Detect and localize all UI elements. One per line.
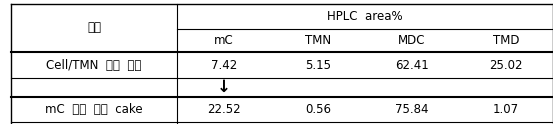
Text: 22.52: 22.52 <box>207 103 241 116</box>
Text: TMD: TMD <box>493 34 519 47</box>
Text: 75.84: 75.84 <box>395 103 429 116</box>
Text: 25.02: 25.02 <box>489 59 523 72</box>
Text: 7.42: 7.42 <box>211 59 237 72</box>
Text: 0.56: 0.56 <box>305 103 331 116</box>
Text: HPLC  area%: HPLC area% <box>327 10 403 23</box>
Text: 1.07: 1.07 <box>493 103 519 116</box>
Text: 구분: 구분 <box>87 21 101 34</box>
Text: ↓: ↓ <box>217 78 231 96</box>
Text: TMN: TMN <box>305 34 331 47</box>
Text: mC: mC <box>214 34 234 47</box>
Text: 62.41: 62.41 <box>395 59 429 72</box>
Text: MDC: MDC <box>398 34 426 47</box>
Text: mC  제거  여과  cake: mC 제거 여과 cake <box>45 103 143 116</box>
Text: 5.15: 5.15 <box>305 59 331 72</box>
Text: Cell/TMN  제거  여액: Cell/TMN 제거 여액 <box>46 59 142 72</box>
